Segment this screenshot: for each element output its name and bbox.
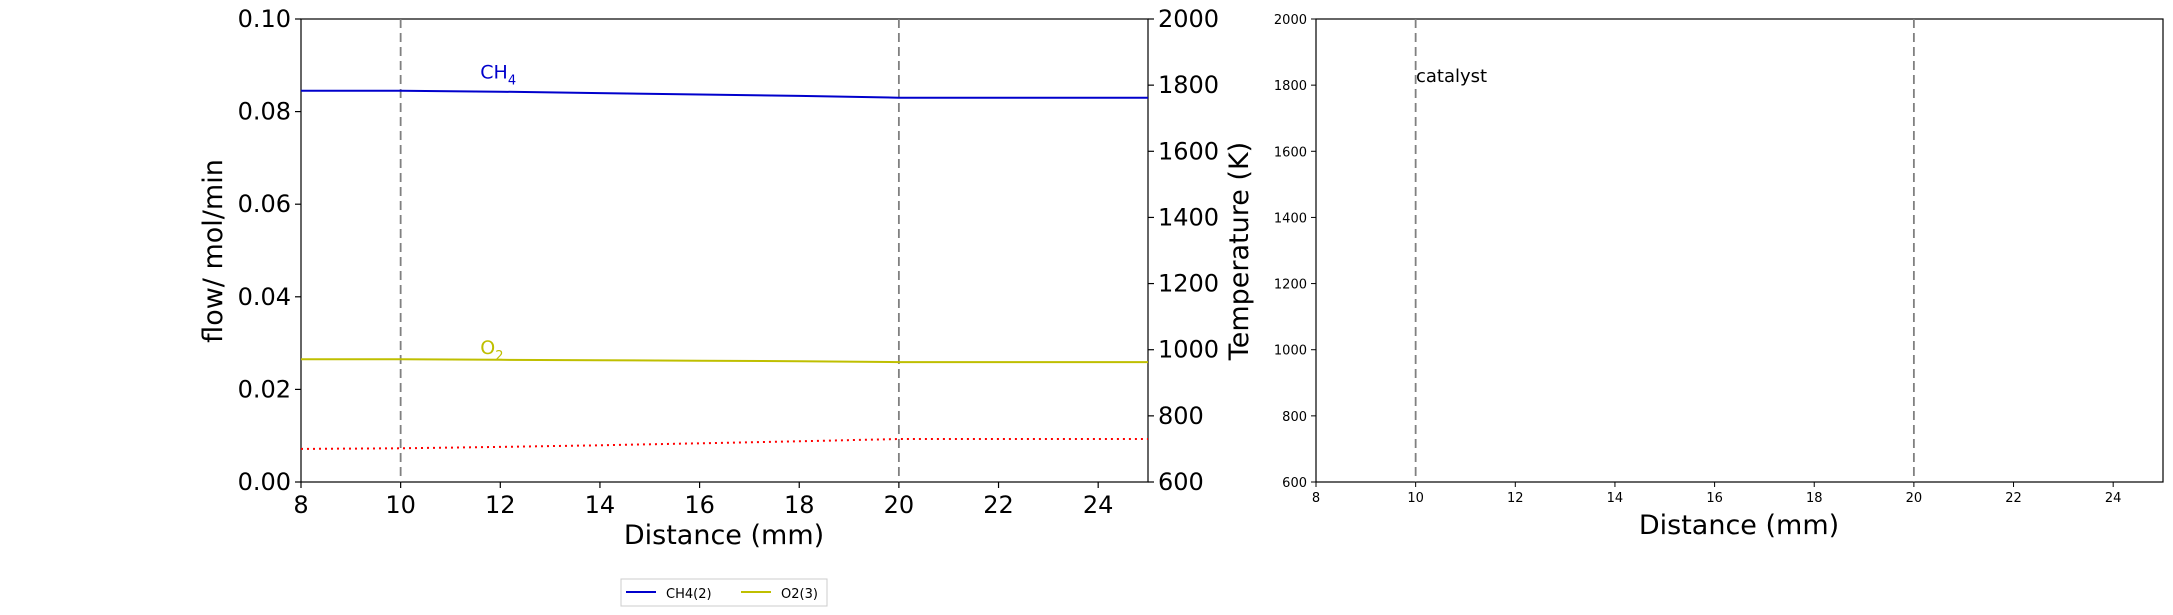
right-y-tick-label: 1800 [1274, 79, 1307, 94]
left-y2-tick-label: 1600 [1158, 137, 1219, 165]
left-y-tick-label: 0.02 [238, 375, 291, 403]
left-x-tick-label: 14 [585, 491, 616, 519]
left-y2-tick-label: 800 [1158, 402, 1204, 430]
left-y-tick-label: 0.08 [238, 98, 291, 126]
left-y2-tick-label: 1400 [1158, 203, 1219, 231]
left-x-tick-label: 20 [884, 491, 915, 519]
right-x-tick-label: 10 [1407, 491, 1424, 506]
right-plot-frame [1315, 18, 2164, 483]
left-series-labels: CH4 O2 [480, 62, 516, 364]
legend-ch4-label: CH4(2) [666, 587, 712, 602]
left-x-tick-label: 18 [784, 491, 815, 519]
left-plot-frame [300, 18, 1149, 483]
left-y2-axis-label: Temperature (K) [1224, 142, 1255, 361]
left-x-tick-label: 10 [385, 491, 416, 519]
left-y2-ticks: 600 800 1000 1200 1400 1600 1800 2000 [1148, 5, 1219, 496]
left-y-tick-label: 0.04 [238, 283, 291, 311]
left-x-tick-label: 22 [983, 491, 1014, 519]
left-y-tick-label: 0.10 [238, 5, 291, 33]
left-x-ticks: 8 10 12 14 16 18 20 22 24 [293, 482, 1113, 519]
right-x-tick-label: 8 [1312, 491, 1320, 506]
left-x-tick-label: 8 [293, 491, 308, 519]
left-x-tick-label: 12 [485, 491, 516, 519]
series-line-2 [300, 438, 1148, 450]
left-series [300, 89, 1148, 450]
left-x-tick-label: 16 [684, 491, 715, 519]
right-x-tick-label: 24 [2105, 491, 2122, 506]
right-x-ticks: 8 10 12 14 16 18 20 22 24 [1312, 482, 2122, 506]
left-y-ticks: 0.00 0.02 0.04 0.06 0.08 0.10 [238, 5, 301, 496]
left-vlines [399, 19, 900, 482]
left-y2-tick-label: 1800 [1158, 71, 1219, 99]
right-panel: 8 10 12 14 16 18 20 22 24 600 800 1000 1200 1400 1600… [1274, 13, 2164, 541]
left-y2-tick-label: 1200 [1158, 270, 1219, 298]
left-y-tick-label: 0.00 [238, 468, 291, 496]
right-y-tick-label: 2000 [1274, 13, 1307, 28]
right-y-tick-label: 800 [1282, 410, 1307, 425]
left-y2-tick-label: 600 [1158, 468, 1204, 496]
catalyst-annotation: catalyst [1416, 66, 1487, 87]
right-y-tick-label: 1600 [1274, 145, 1307, 160]
left-x-axis-label: Distance (mm) [624, 520, 824, 551]
right-x-tick-label: 18 [1806, 491, 1823, 506]
right-y-ticks: 600 800 1000 1200 1400 1600 1800 2000 [1274, 13, 1316, 491]
right-x-tick-label: 16 [1706, 491, 1723, 506]
legend-o2-label: O2(3) [781, 587, 818, 602]
right-y-tick-label: 600 [1282, 476, 1307, 491]
left-y2-tick-label: 2000 [1158, 5, 1219, 33]
series-inline-label-0: CH4 [480, 62, 516, 89]
right-vlines [1414, 19, 1915, 482]
right-y-tick-label: 1400 [1274, 211, 1307, 226]
right-y-tick-label: 1200 [1274, 278, 1307, 293]
left-y-tick-label: 0.06 [238, 190, 291, 218]
left-y2-tick-label: 1000 [1158, 336, 1219, 364]
left-panel: 8 10 12 14 16 18 20 22 24 0.000.020.040.060.080.… [198, 5, 1255, 551]
right-x-tick-label: 20 [1906, 491, 1923, 506]
series-inline-label-1: O2 [480, 337, 503, 364]
series-line-0 [301, 89, 1148, 99]
left-y-axis-label: flow/ mol/min [198, 159, 229, 343]
right-x-tick-label: 12 [1507, 491, 1524, 506]
right-x-axis-label: Distance (mm) [1639, 510, 1839, 541]
legend: CH4(2) O2(3) [620, 578, 828, 607]
right-y-tick-label: 1000 [1274, 344, 1307, 359]
left-x-tick-label: 24 [1083, 491, 1114, 519]
right-x-tick-label: 22 [2005, 491, 2022, 506]
series-line-1 [301, 358, 1148, 364]
right-x-tick-label: 14 [1607, 491, 1624, 506]
